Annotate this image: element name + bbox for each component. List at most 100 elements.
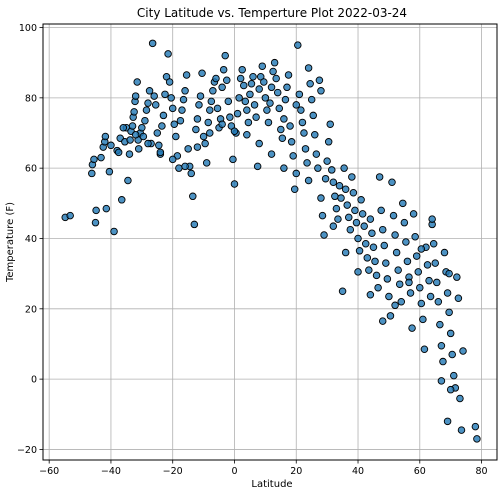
scatter-point	[165, 51, 172, 58]
scatter-point	[245, 119, 252, 126]
scatter-point	[219, 121, 226, 128]
scatter-point	[345, 214, 352, 221]
scatter-point	[406, 279, 413, 286]
scatter-point	[447, 386, 454, 393]
scatter-point	[182, 163, 189, 170]
scatter-point	[342, 186, 349, 193]
scatter-point	[379, 318, 386, 325]
scatter-point	[321, 232, 328, 239]
scatter-point	[316, 77, 323, 84]
scatter-point	[197, 93, 204, 100]
scatter-point	[118, 197, 125, 204]
x-axis-label: Latitude	[251, 479, 292, 490]
scatter-point	[256, 86, 263, 93]
scatter-point	[392, 302, 399, 309]
scatter-point	[156, 142, 163, 149]
scatter-point	[404, 258, 411, 265]
scatter-point	[450, 372, 457, 379]
scatter-point	[339, 288, 346, 295]
scatter-point	[154, 130, 161, 137]
scatter-point	[173, 133, 180, 140]
scatter-point	[338, 195, 345, 202]
scatter-point	[384, 276, 391, 283]
scatter-point	[410, 211, 417, 218]
scatter-point	[268, 151, 275, 158]
scatter-point	[302, 146, 309, 153]
scatter-point	[398, 298, 405, 305]
scatter-point	[403, 239, 410, 246]
scatter-point	[304, 160, 311, 167]
scatter-point	[140, 133, 147, 140]
scatter-point	[111, 228, 118, 235]
scatter-point	[168, 95, 175, 102]
scatter-point	[256, 140, 263, 147]
scatter-point	[383, 260, 390, 267]
scatter-point	[206, 130, 213, 137]
scatter-point	[152, 102, 159, 109]
scatter-point	[416, 284, 423, 291]
scatter-point	[223, 77, 230, 84]
scatter-point	[132, 131, 139, 138]
scatter-point	[171, 121, 178, 128]
scatter-point	[200, 133, 207, 140]
scatter-point	[208, 98, 215, 105]
scatter-point	[318, 195, 325, 202]
scatter-point	[247, 91, 254, 98]
scatter-point	[67, 212, 74, 219]
scatter-point	[379, 226, 386, 233]
scatter-point	[183, 72, 190, 79]
scatter-point	[151, 93, 158, 100]
scatter-point	[127, 137, 134, 144]
scatter-point	[294, 42, 301, 49]
scatter-point	[415, 269, 422, 276]
scatter-point	[352, 207, 359, 214]
scatter-point	[446, 270, 453, 277]
scatter-point	[210, 88, 217, 95]
scatter-point	[319, 212, 326, 219]
scatter-point	[180, 96, 187, 103]
scatter-point	[366, 267, 373, 274]
scatter-point	[438, 378, 445, 385]
scatter-point	[106, 168, 113, 175]
scatter-point	[267, 100, 274, 107]
scatter-point	[392, 232, 399, 239]
scatter-point	[103, 205, 110, 212]
scatter-point	[271, 59, 278, 66]
scatter-point	[139, 124, 146, 131]
scatter-point	[455, 295, 462, 302]
scatter-point	[327, 121, 334, 128]
scatter-point	[244, 107, 251, 114]
scatter-point	[193, 126, 200, 133]
scatter-point	[335, 216, 342, 223]
scatter-point	[361, 223, 368, 230]
scatter-point	[108, 142, 115, 149]
scatter-point	[418, 246, 425, 253]
scatter-point	[273, 75, 280, 82]
scatter-point	[268, 84, 275, 91]
scatter-point	[355, 235, 362, 242]
scatter-point	[460, 348, 467, 355]
scatter-point	[135, 146, 142, 153]
scatter-point	[205, 119, 212, 126]
scatter-point	[160, 112, 167, 119]
scatter-point	[145, 140, 152, 147]
scatter-point	[282, 96, 289, 103]
scatter-point	[290, 153, 297, 160]
scatter-point	[188, 170, 195, 177]
scatter-point	[332, 193, 339, 200]
scatter-point	[169, 156, 176, 163]
scatter-point	[134, 79, 141, 86]
scatter-point	[242, 98, 249, 105]
scatter-point	[296, 91, 303, 98]
scatter-point	[440, 358, 447, 365]
scatter-point	[446, 309, 453, 316]
scatter-point	[278, 126, 285, 133]
scatter-point	[328, 167, 335, 174]
scatter-point	[159, 123, 166, 130]
y-axis-label: Temperature (F)	[5, 202, 16, 283]
scatter-point	[412, 233, 419, 240]
scatter-point	[231, 128, 238, 135]
scatter-point	[191, 221, 198, 228]
scatter-point	[196, 102, 203, 109]
scatter-point	[447, 330, 454, 337]
